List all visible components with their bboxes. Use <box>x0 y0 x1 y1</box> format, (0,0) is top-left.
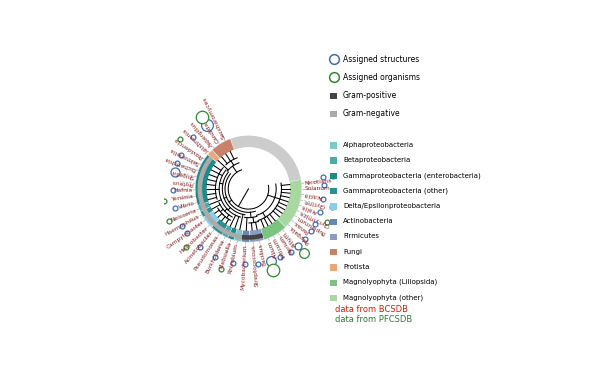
Wedge shape <box>241 230 250 242</box>
Wedge shape <box>195 136 302 242</box>
Bar <box>330 280 337 286</box>
Wedge shape <box>277 180 302 227</box>
Text: Glycyrrhiza: Glycyrrhiza <box>299 209 331 227</box>
Text: Klebsiella: Klebsiella <box>218 241 233 269</box>
Text: Burkholderia: Burkholderia <box>205 238 226 274</box>
Text: Protista: Protista <box>343 264 369 270</box>
Text: Alphaproteobacteria: Alphaproteobacteria <box>343 142 414 148</box>
Text: Magnolyophyta (Liliopsida): Magnolyophyta (Liliopsida) <box>343 279 437 285</box>
Text: Firmicutes: Firmicutes <box>343 233 379 239</box>
Bar <box>330 173 337 179</box>
Text: Fungi: Fungi <box>343 249 362 255</box>
Text: Solanum: Solanum <box>304 186 330 191</box>
Bar <box>330 111 337 117</box>
Bar <box>330 264 337 271</box>
Wedge shape <box>200 206 213 217</box>
Text: Yersinia: Yersinia <box>170 194 193 202</box>
Text: Rhizobium: Rhizobium <box>228 243 239 275</box>
Bar <box>330 188 337 194</box>
Text: Allium: Allium <box>267 240 278 259</box>
Wedge shape <box>222 225 232 238</box>
Wedge shape <box>249 229 264 242</box>
Text: Assigned structures: Assigned structures <box>343 55 419 64</box>
Text: data from BCSDB: data from BCSDB <box>335 305 408 314</box>
Text: Allium: Allium <box>283 230 298 248</box>
Text: Aspergillus: Aspergillus <box>190 120 214 148</box>
Wedge shape <box>227 227 237 240</box>
Text: Shigella: Shigella <box>170 169 194 179</box>
Text: Helicobacter: Helicobacter <box>179 225 209 254</box>
Wedge shape <box>260 219 286 240</box>
Text: Polygala: Polygala <box>289 224 310 245</box>
Text: Nicotiana: Nicotiana <box>304 178 332 186</box>
Text: Gammaproteobacteria (other): Gammaproteobacteria (other) <box>343 187 448 194</box>
Text: Candida: Candida <box>203 120 220 143</box>
Wedge shape <box>208 150 220 162</box>
Bar <box>330 157 337 164</box>
Text: Streptococcus: Streptococcus <box>251 244 259 286</box>
Text: Providencia: Providencia <box>172 137 203 160</box>
Bar <box>330 203 337 209</box>
Text: Acacia: Acacia <box>304 192 323 199</box>
Wedge shape <box>234 229 242 242</box>
Text: Campylobacter: Campylobacter <box>166 220 205 250</box>
Bar <box>330 218 337 225</box>
Wedge shape <box>203 211 220 227</box>
Wedge shape <box>241 233 263 240</box>
Text: Escherichia: Escherichia <box>163 156 197 172</box>
Text: Aralia: Aralia <box>301 204 319 214</box>
Text: Gram-negative: Gram-negative <box>343 109 401 118</box>
Text: Haemophilus: Haemophilus <box>164 214 201 237</box>
Circle shape <box>207 147 290 230</box>
Wedge shape <box>198 202 211 211</box>
Text: Mycobacterium: Mycobacterium <box>241 245 248 291</box>
Bar <box>330 234 337 240</box>
Text: Bacillus: Bacillus <box>257 243 267 266</box>
Text: Proteus: Proteus <box>170 178 193 186</box>
Text: Assigned organisms: Assigned organisms <box>343 73 420 82</box>
Wedge shape <box>212 139 234 159</box>
Text: Gammaproteobacteria (enterobacteria): Gammaproteobacteria (enterobacteria) <box>343 172 481 178</box>
Text: Pseudomonas: Pseudomonas <box>193 234 220 272</box>
Wedge shape <box>195 154 217 205</box>
Text: Gram-positive: Gram-positive <box>343 91 397 100</box>
Wedge shape <box>211 219 227 235</box>
Text: Panax: Panax <box>292 220 310 234</box>
Text: Magnolyophyta (other): Magnolyophyta (other) <box>343 294 423 301</box>
Bar <box>330 142 337 148</box>
Text: Glycine: Glycine <box>302 198 325 208</box>
Text: Delta/Epsilonproteobacteria: Delta/Epsilonproteobacteria <box>343 203 440 209</box>
Wedge shape <box>197 156 242 239</box>
Text: data from PFCSDB: data from PFCSDB <box>335 315 412 324</box>
Text: Saccharomyces: Saccharomyces <box>202 96 226 140</box>
Text: Leishmania: Leishmania <box>181 126 209 153</box>
Text: Bupleurum: Bupleurum <box>296 215 326 235</box>
Text: Triticum: Triticum <box>272 237 288 260</box>
Text: Actinobacteria: Actinobacteria <box>343 218 394 224</box>
Bar <box>330 93 337 99</box>
Text: Nerium: Nerium <box>278 234 294 255</box>
Text: Hafnia: Hafnia <box>173 187 193 193</box>
Text: Betaproteobacteria: Betaproteobacteria <box>343 157 410 163</box>
Text: Vibrio: Vibrio <box>178 201 195 210</box>
Text: Acinetobacter: Acinetobacter <box>184 230 214 265</box>
Text: Neisseria: Neisseria <box>170 208 197 223</box>
Text: Salmonella: Salmonella <box>169 147 200 166</box>
Bar <box>330 295 337 301</box>
Bar <box>330 249 337 255</box>
